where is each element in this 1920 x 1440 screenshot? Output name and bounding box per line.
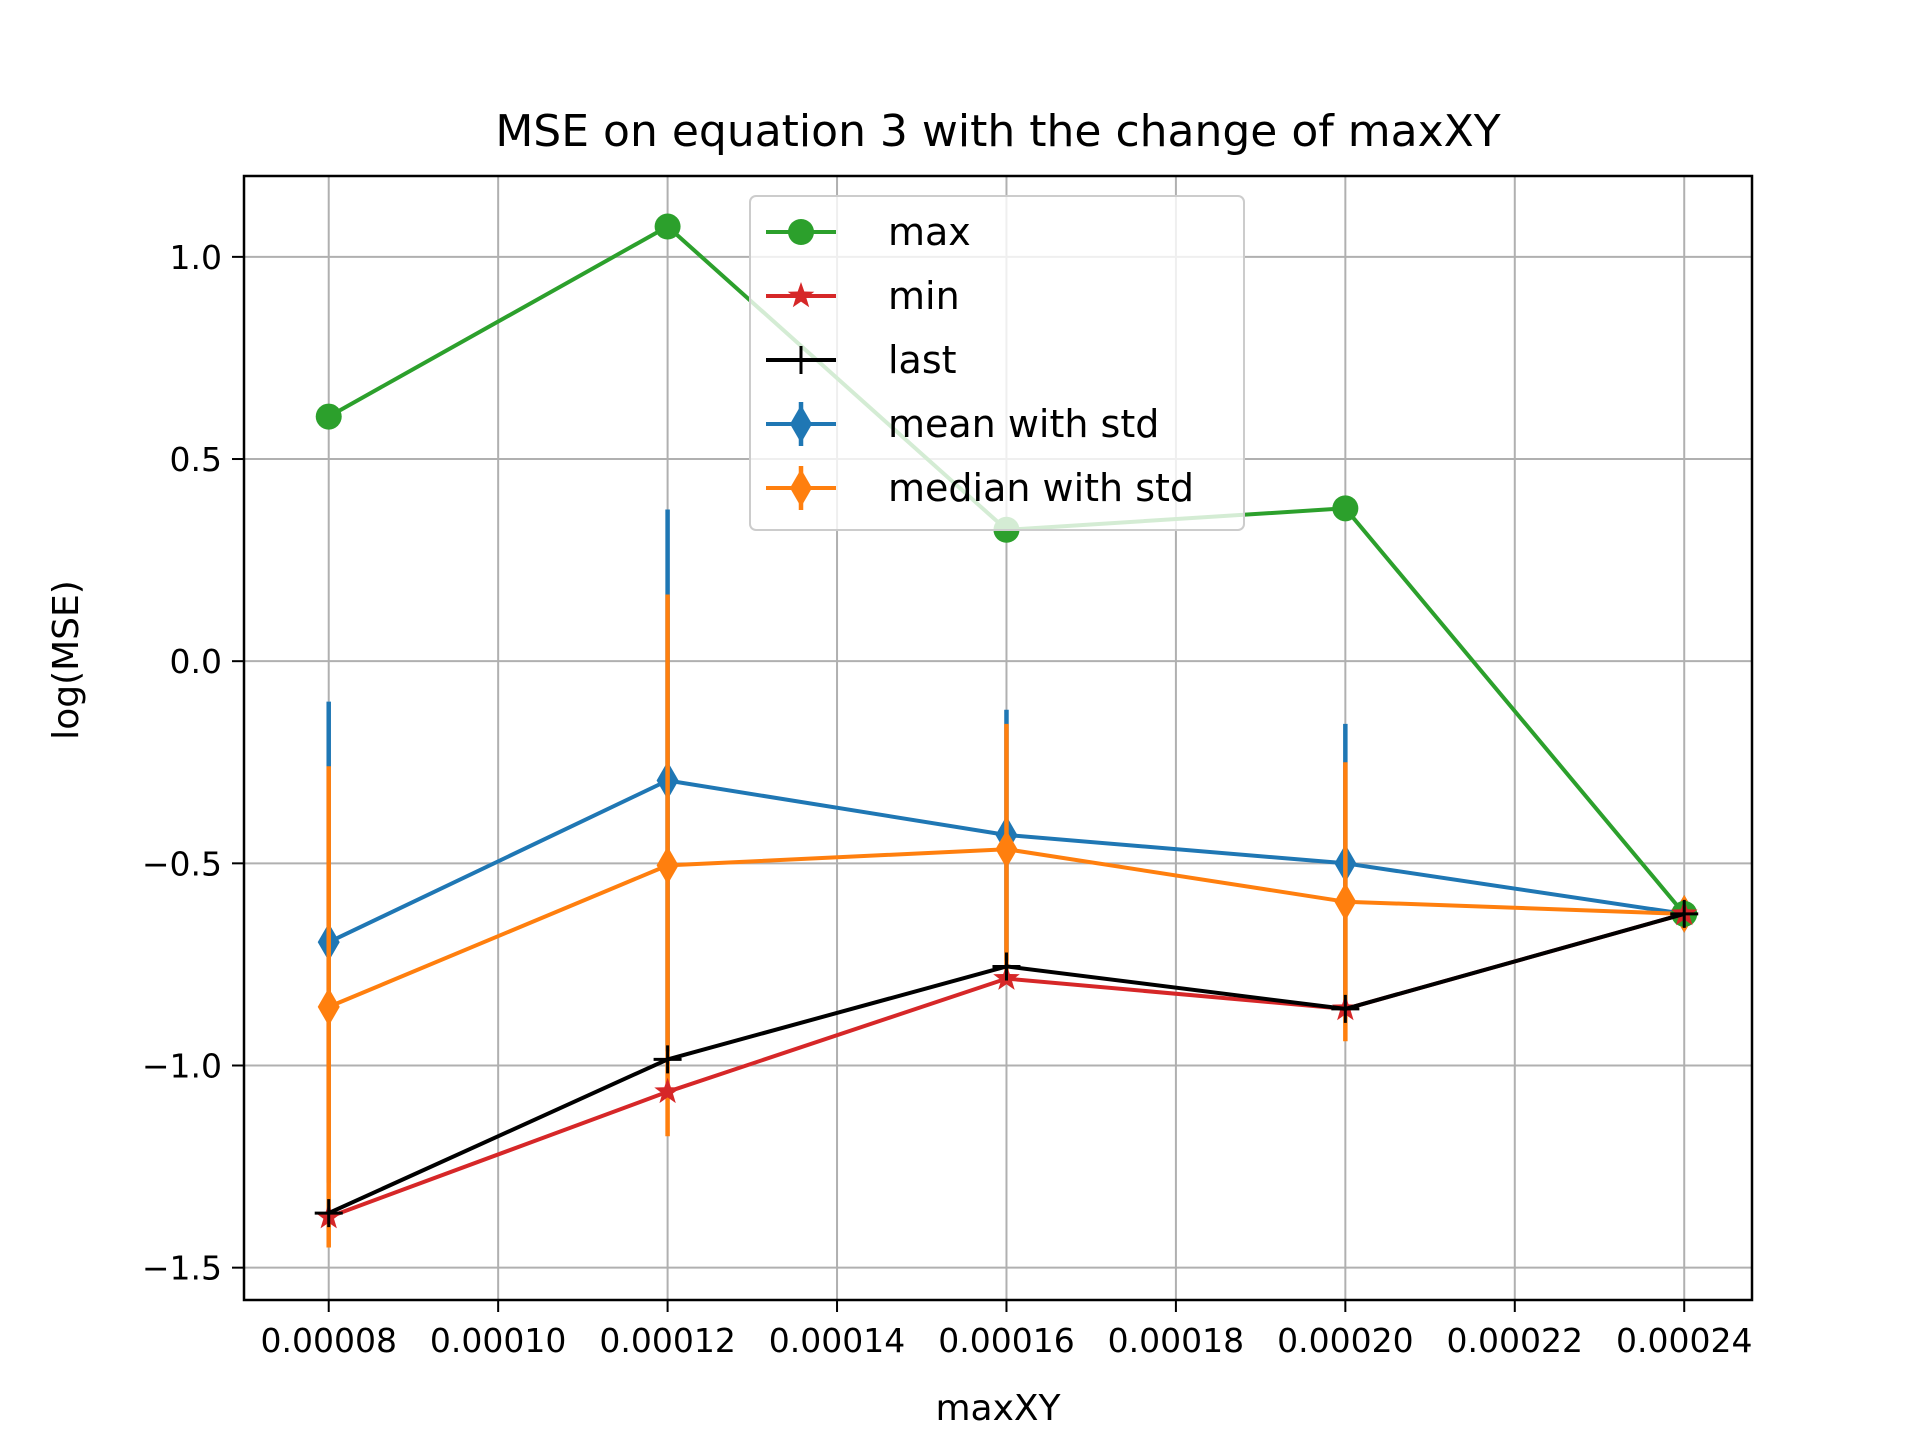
data-point <box>654 1077 681 1104</box>
legend-item: min <box>766 274 960 318</box>
legend-label: mean with std <box>888 402 1159 446</box>
legend-marker <box>788 219 814 245</box>
axis-ticks: 0.00008 0.00010 0.00012 0.00014 0.00016 0.000… <box>142 238 1753 1360</box>
y-tick-label: −1.0 <box>142 1046 222 1085</box>
series-last <box>314 899 1699 1228</box>
x-tick-label: 0.00010 <box>430 1321 566 1360</box>
data-point <box>995 830 1018 869</box>
legend-item: mean with std <box>766 402 1159 446</box>
legend-label: max <box>888 210 971 254</box>
plot-frame <box>242 174 1754 1302</box>
legend: max min last mean with std median with std <box>749 195 1245 531</box>
x-tick-label: 0.00016 <box>938 1321 1074 1360</box>
data-point <box>314 1199 343 1228</box>
x-axis-label: maxXY <box>935 1388 1061 1429</box>
data-point <box>653 1045 682 1074</box>
legend-marker <box>790 469 812 507</box>
x-tick-label: 0.00022 <box>1447 1321 1583 1360</box>
legend-marker <box>787 346 815 374</box>
data-point <box>1331 994 1360 1023</box>
data-point <box>654 213 681 240</box>
x-tick-label: 0.00020 <box>1277 1321 1413 1360</box>
legend-item: max <box>766 210 971 254</box>
y-tick-label: 1.0 <box>170 238 222 277</box>
data-point <box>1334 882 1357 921</box>
legend-box <box>749 195 1245 531</box>
y-tick-label: −1.5 <box>142 1249 222 1288</box>
legend-marker <box>787 282 815 308</box>
y-tick-label: 0.5 <box>170 440 222 479</box>
data-point <box>315 403 342 430</box>
data-point <box>992 952 1021 981</box>
data-point <box>317 987 340 1026</box>
data-point <box>1332 495 1359 522</box>
x-tick-label: 0.00014 <box>769 1321 905 1360</box>
y-axis-label: log(MSE) <box>46 580 87 740</box>
plot-area <box>314 213 1699 1248</box>
data-point <box>1670 899 1699 928</box>
x-tick-label: 0.00008 <box>260 1321 396 1360</box>
x-tick-label: 0.00018 <box>1108 1321 1244 1360</box>
legend-item: median with std <box>766 466 1194 510</box>
legend-item: last <box>766 338 957 382</box>
x-tick-label: 0.00024 <box>1616 1321 1752 1360</box>
y-tick-label: −0.5 <box>142 844 222 883</box>
data-point <box>656 846 679 885</box>
legend-label: last <box>888 338 957 382</box>
legend-label: min <box>888 274 960 318</box>
y-tick-label: 0.0 <box>170 642 222 681</box>
x-tick-label: 0.00012 <box>599 1321 735 1360</box>
legend-marker <box>790 405 812 443</box>
chart-title: MSE on equation 3 with the change of max… <box>495 106 1500 157</box>
legend-label: median with std <box>888 466 1194 510</box>
